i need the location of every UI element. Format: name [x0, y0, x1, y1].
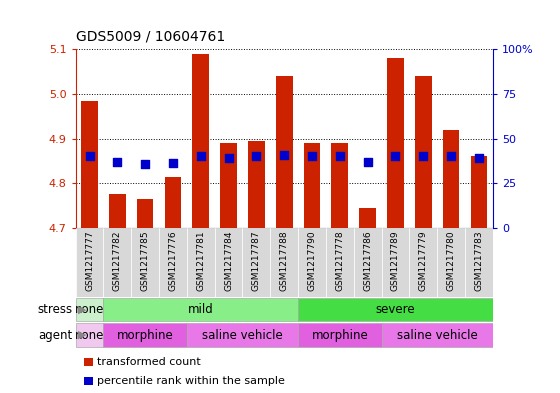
Point: [391, 153, 400, 160]
Text: mild: mild: [188, 303, 213, 316]
Bar: [443, 130, 459, 228]
Bar: [465, 228, 493, 297]
Bar: [242, 228, 270, 297]
Bar: [298, 298, 493, 321]
Text: saline vehicle: saline vehicle: [202, 329, 283, 342]
Point: [474, 154, 483, 161]
Bar: [360, 208, 376, 228]
Bar: [131, 228, 159, 297]
Bar: [220, 143, 237, 228]
Bar: [109, 195, 125, 228]
Bar: [354, 228, 381, 297]
Text: ▶: ▶: [78, 330, 87, 340]
Bar: [270, 228, 298, 297]
Bar: [81, 101, 98, 228]
Text: ▶: ▶: [78, 305, 87, 314]
Text: GSM1217784: GSM1217784: [224, 231, 233, 291]
Text: GSM1217787: GSM1217787: [252, 231, 261, 291]
Text: transformed count: transformed count: [97, 357, 201, 367]
Bar: [248, 141, 265, 228]
Point: [113, 159, 122, 165]
Text: GSM1217779: GSM1217779: [419, 231, 428, 291]
Bar: [437, 228, 465, 297]
Bar: [214, 228, 242, 297]
Bar: [332, 143, 348, 228]
Text: GSM1217780: GSM1217780: [446, 231, 456, 291]
Bar: [304, 143, 320, 228]
Text: GSM1217783: GSM1217783: [474, 231, 483, 291]
Text: GSM1217789: GSM1217789: [391, 231, 400, 291]
Bar: [276, 76, 292, 228]
Point: [307, 152, 316, 159]
Text: morphine: morphine: [116, 329, 174, 342]
Bar: [298, 323, 381, 347]
Point: [419, 153, 428, 159]
Bar: [137, 199, 153, 228]
Point: [447, 152, 456, 159]
Bar: [187, 228, 214, 297]
Point: [363, 159, 372, 165]
Point: [279, 152, 289, 158]
Bar: [387, 58, 404, 228]
Text: saline vehicle: saline vehicle: [397, 329, 478, 342]
Bar: [104, 323, 187, 347]
Bar: [193, 53, 209, 228]
Bar: [470, 156, 487, 228]
Text: GDS5009 / 10604761: GDS5009 / 10604761: [76, 30, 225, 44]
Text: GSM1217788: GSM1217788: [279, 231, 289, 291]
Bar: [76, 228, 104, 297]
Bar: [381, 323, 493, 347]
Text: GSM1217777: GSM1217777: [85, 231, 94, 291]
Point: [85, 152, 94, 159]
Bar: [409, 228, 437, 297]
Text: GSM1217776: GSM1217776: [169, 231, 178, 291]
Text: morphine: morphine: [311, 329, 368, 342]
Text: agent: agent: [39, 329, 73, 342]
Text: GSM1217781: GSM1217781: [196, 231, 206, 291]
Text: percentile rank within the sample: percentile rank within the sample: [97, 376, 285, 386]
Bar: [84, 377, 93, 385]
Point: [224, 155, 233, 162]
Point: [141, 161, 150, 167]
Text: GSM1217782: GSM1217782: [113, 231, 122, 291]
Bar: [76, 323, 104, 347]
Bar: [84, 358, 93, 366]
Text: GSM1217790: GSM1217790: [307, 231, 316, 291]
Text: severe: severe: [376, 303, 416, 316]
Point: [335, 153, 344, 159]
Bar: [381, 228, 409, 297]
Bar: [326, 228, 354, 297]
Point: [252, 152, 261, 159]
Text: stress: stress: [38, 303, 73, 316]
Bar: [104, 228, 131, 297]
Text: none: none: [75, 303, 104, 316]
Bar: [415, 76, 432, 228]
Bar: [159, 228, 187, 297]
Bar: [165, 176, 181, 228]
Bar: [104, 298, 298, 321]
Point: [196, 152, 205, 159]
Text: GSM1217786: GSM1217786: [363, 231, 372, 291]
Text: GSM1217778: GSM1217778: [335, 231, 344, 291]
Bar: [298, 228, 326, 297]
Text: none: none: [75, 329, 104, 342]
Bar: [76, 298, 104, 321]
Bar: [187, 323, 298, 347]
Point: [169, 160, 178, 166]
Text: GSM1217785: GSM1217785: [141, 231, 150, 291]
